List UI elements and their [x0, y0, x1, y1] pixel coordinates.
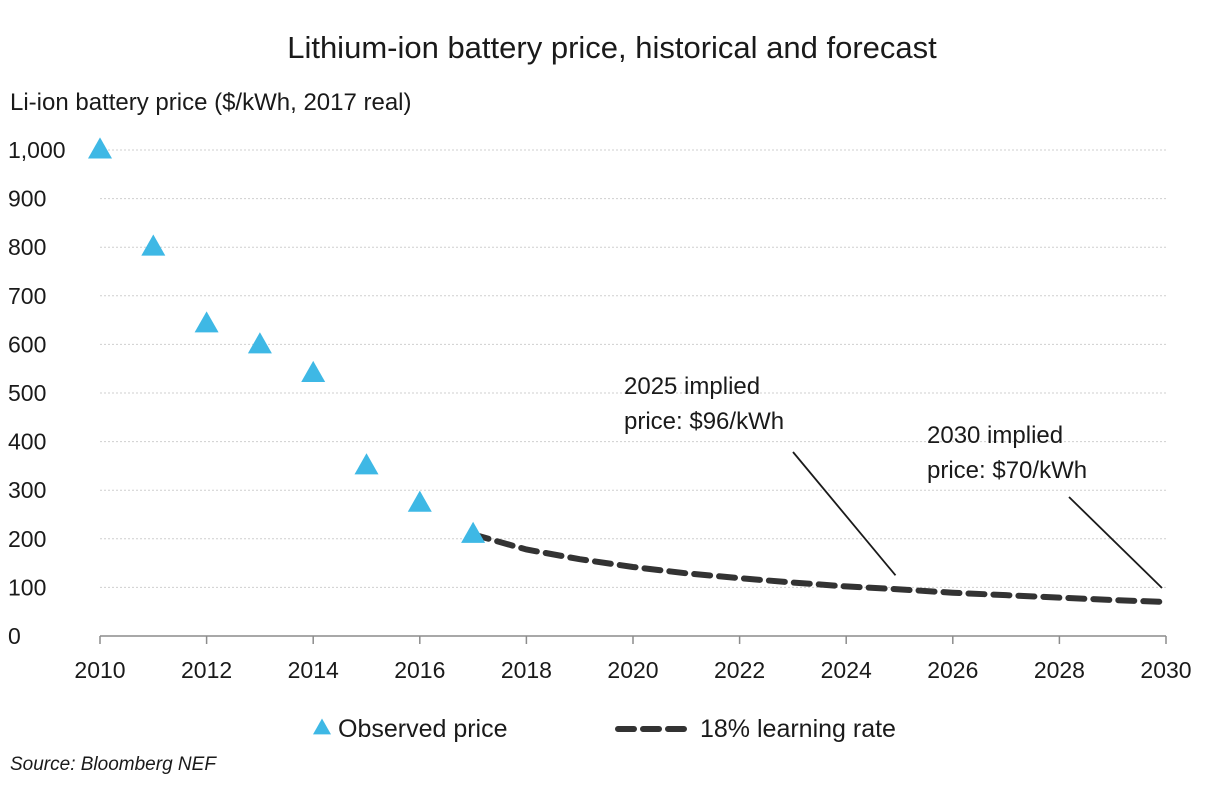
- y-tick-label: 400: [8, 429, 46, 455]
- legend-observed-label: Observed price: [338, 715, 508, 743]
- gridlines: [100, 149, 1166, 588]
- x-tick-label: 2030: [1140, 657, 1191, 683]
- annotation-text: price: $96/kWh: [624, 408, 784, 435]
- observed-price-marker: [88, 137, 112, 159]
- y-tick-label: 0: [8, 623, 21, 649]
- annotation-leader-line: [792, 451, 897, 576]
- annotations: 2025 implied price: $96/kWh 2030 implied pr…: [624, 373, 1163, 589]
- observed-price-marker: [141, 234, 166, 256]
- legend-forecast-label: 18% learning rate: [700, 715, 896, 743]
- y-tick-label: 500: [8, 380, 46, 406]
- annotation-text: 2030 implied: [927, 422, 1063, 449]
- legend-observed-marker: [313, 718, 331, 735]
- x-tick-label: 2028: [1034, 657, 1085, 683]
- annotation-leader-line: [1068, 496, 1163, 589]
- x-tick-label: 2020: [607, 657, 658, 683]
- x-tick-label: 2016: [394, 657, 445, 683]
- x-tick-label: 2024: [821, 657, 872, 683]
- observed-price-marker: [461, 521, 486, 543]
- x-tick-label: 2010: [74, 657, 125, 683]
- observed-series: [88, 137, 486, 543]
- x-tick-label: 2026: [927, 657, 978, 683]
- forecast-series: [470, 531, 1169, 605]
- y-tick-label: 300: [8, 477, 46, 503]
- y-tick-label: 800: [8, 234, 46, 260]
- observed-price-marker: [407, 490, 432, 512]
- y-tick-label: 600: [8, 331, 46, 357]
- observed-price-marker: [247, 332, 272, 354]
- observed-price-marker: [301, 360, 326, 383]
- y-tick-label: 700: [8, 283, 46, 309]
- annotation-text: 2025 implied: [624, 373, 760, 400]
- x-tick-label: 2018: [501, 657, 552, 683]
- x-axis: 2010 2012 2014 2016 2018 2020 2022 2024 2026 2028…: [74, 635, 1192, 683]
- chart-title: Lithium-ion battery price, historical an…: [287, 30, 937, 65]
- observed-price-marker: [354, 453, 379, 475]
- y-axis-label: Li-ion battery price ($/kWh, 2017 real): [10, 89, 412, 116]
- x-tick-label: 2012: [181, 657, 232, 683]
- learning-rate-line: [470, 531, 1169, 605]
- annotation-text: price: $70/kWh: [927, 457, 1087, 484]
- y-tick-labels: 0 100 200 300 400 500 600 700 800 900 1,000: [8, 137, 66, 649]
- legend: Observed price 18% learning rate: [313, 715, 896, 743]
- y-tick-label: 900: [8, 186, 46, 212]
- observed-price-marker: [194, 311, 219, 333]
- y-tick-label: 100: [8, 574, 46, 600]
- x-tick-label: 2022: [714, 657, 765, 683]
- source-note: Source: Bloomberg NEF: [10, 754, 217, 775]
- x-tick-label: 2014: [288, 657, 339, 683]
- y-tick-label: 200: [8, 526, 46, 552]
- y-tick-label: 1,000: [8, 137, 66, 163]
